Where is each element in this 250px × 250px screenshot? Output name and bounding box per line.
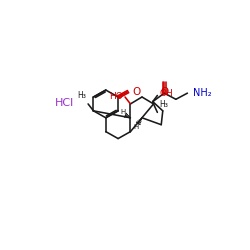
Text: H₃: H₃ [78,91,86,100]
Text: HO: HO [109,92,123,102]
Text: NH₂: NH₂ [193,88,212,98]
Text: H₃: H₃ [160,100,168,109]
Text: O: O [132,86,140,97]
Text: HCl: HCl [54,98,74,108]
Text: H: H [120,110,125,116]
Text: O: O [160,87,168,97]
Text: OH: OH [160,90,173,98]
Text: H: H [133,124,138,130]
